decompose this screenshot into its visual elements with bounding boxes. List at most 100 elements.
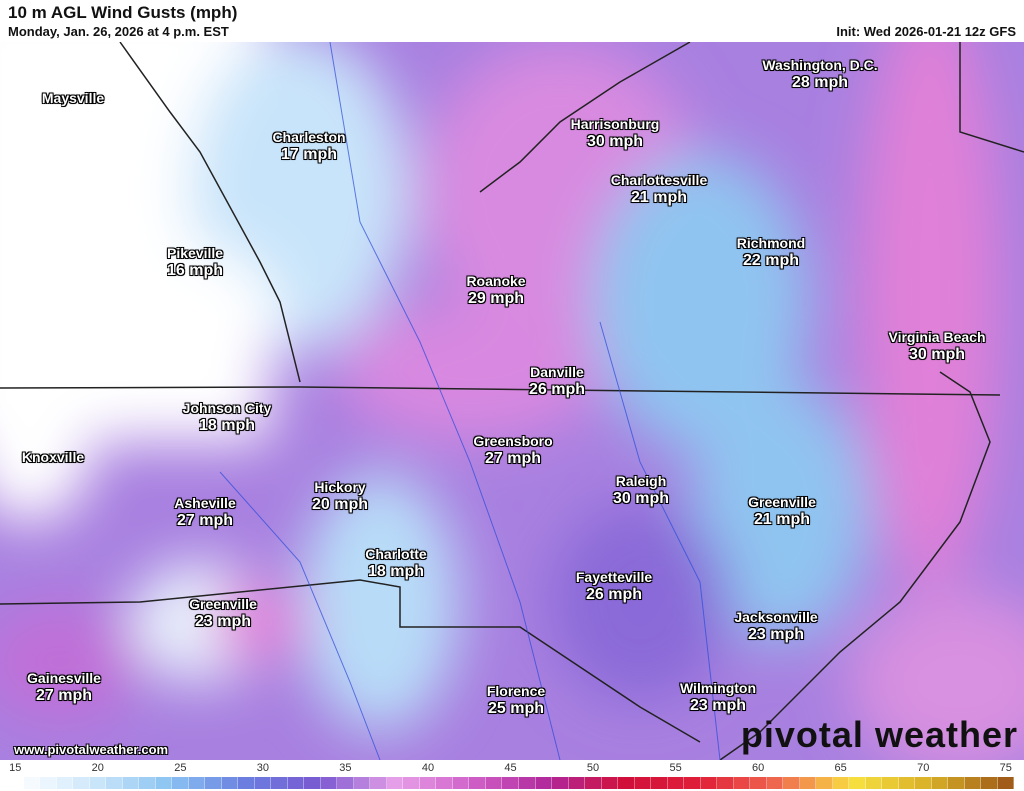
city-gust-value: 27 mph — [35, 687, 92, 704]
colorbar-tick: 50 — [586, 762, 600, 774]
colorbar-cell — [634, 777, 652, 789]
colorbar-cell — [898, 777, 916, 789]
colorbar-cell — [7, 777, 24, 789]
city-label: Charlotte 18 mph — [365, 545, 426, 581]
colorbar-cell — [122, 777, 140, 789]
colorbar-cell — [56, 777, 74, 789]
city-label: Charlottesville 21 mph — [611, 171, 707, 207]
colorbar-cell — [964, 777, 982, 789]
city-name: Fayetteville — [575, 569, 653, 585]
colorbar-tick: 15 — [9, 762, 22, 774]
city-label: Washington, D.C. 28 mph — [762, 56, 877, 92]
city-name: Raleigh — [615, 473, 667, 489]
city-label: Fayetteville 26 mph — [576, 568, 652, 604]
city-name: Pikeville — [166, 245, 224, 261]
city-label: Johnson City 18 mph — [183, 399, 272, 435]
city-gust-value: 30 mph — [612, 490, 670, 507]
colorbar-tick: 45 — [504, 762, 517, 774]
colorbar-cell — [816, 777, 833, 789]
city-gust-value: 30 mph — [908, 346, 966, 363]
colorbar-tick: 30 — [256, 762, 269, 774]
colorbar-cell — [766, 777, 784, 789]
colorbar-cell — [981, 777, 998, 789]
city-name: Roanoke — [466, 273, 526, 289]
city-name: Greenville — [189, 596, 257, 612]
city-label: Greensboro 27 mph — [473, 432, 552, 468]
colorbar-cell — [915, 777, 932, 789]
colorbar-cell — [23, 777, 41, 789]
city-name: Gainesville — [27, 670, 101, 686]
colorbar-tick: 40 — [421, 762, 435, 774]
colorbar-cell — [403, 777, 420, 789]
city-gust-value: 18 mph — [367, 563, 425, 580]
city-name: Wilmington — [679, 680, 757, 696]
city-label: Charleston 17 mph — [272, 128, 345, 164]
colorbar-cell — [469, 777, 486, 789]
colorbar-cell — [419, 777, 437, 789]
city-label: Florence 25 mph — [487, 682, 545, 718]
city-label: Roanoke 29 mph — [466, 272, 525, 308]
colorbar-cell — [370, 777, 387, 789]
city-label: Hickory 20 mph — [312, 478, 368, 514]
colorbar-tick: 65 — [834, 762, 847, 774]
city-name: Knoxville — [21, 449, 85, 465]
city-name: Danville — [530, 364, 584, 380]
wind-gust-map[interactable]: Maysville Charleston 17 mph Pikeville 16 mph… — [0, 42, 1024, 760]
city-gust-value: 29 mph — [467, 290, 524, 307]
colorbar-cell — [552, 777, 569, 789]
colorbar-cell — [502, 777, 519, 789]
colorbar-cell — [89, 777, 107, 789]
colorbar-cell — [337, 777, 354, 789]
colorbar-cell — [485, 777, 503, 789]
colorbar-cell — [667, 777, 685, 789]
colorbar-cell — [783, 777, 800, 789]
colorbar-cell — [601, 777, 619, 789]
colorbar-cell — [618, 777, 635, 789]
colorbar-cell — [40, 777, 57, 789]
colorbar-cell — [271, 777, 288, 789]
colorbar-cell — [651, 777, 668, 789]
city-label: Richmond 22 mph — [737, 234, 805, 270]
colorbar-cell — [849, 777, 866, 789]
colorbar-tick: 20 — [91, 762, 104, 774]
colorbar-cell — [452, 777, 470, 789]
colorbar-cell — [205, 777, 222, 789]
city-gust-value: 30 mph — [586, 133, 643, 150]
city-gust-value: 16 mph — [166, 262, 224, 279]
colorbar-cell — [931, 777, 949, 789]
city-gust-value: 25 mph — [487, 700, 545, 717]
map-title: 10 m AGL Wind Gusts (mph) — [8, 3, 238, 22]
city-label: Gainesville 27 mph — [27, 669, 101, 705]
city-name: Charleston — [272, 129, 346, 145]
city-name: Maysville — [41, 90, 105, 106]
colorbar-cell — [139, 777, 156, 789]
colorbar-cell — [254, 777, 272, 789]
city-name: Jacksonville — [734, 609, 818, 625]
init-time: Init: Wed 2026-01-21 12z GFS — [836, 24, 1016, 39]
city-gust-value: 17 mph — [280, 146, 337, 163]
city-gust-value: 23 mph — [194, 613, 252, 630]
city-label: Harrisonburg 30 mph — [571, 115, 660, 151]
city-name: Washington, D.C. — [762, 57, 878, 73]
colorbar-cell — [221, 777, 239, 789]
colorbar-cell — [287, 777, 305, 789]
city-label: Greenville 23 mph — [189, 595, 257, 631]
colorbar-tick: 35 — [339, 762, 352, 774]
colorbar-tick: 25 — [174, 762, 187, 774]
colorbar-cell — [238, 777, 255, 789]
colorbar-cell — [386, 777, 404, 789]
colorbar-cell — [518, 777, 536, 789]
city-gust-value: 28 mph — [791, 74, 849, 91]
city-name: Harrisonburg — [570, 116, 660, 132]
city-gust-value: 18 mph — [198, 417, 256, 434]
colorbar-cell — [832, 777, 850, 789]
colorbar-tick: 55 — [669, 762, 682, 774]
colorbar-cell — [320, 777, 338, 789]
colorbar-cell — [353, 777, 371, 789]
website-url[interactable]: www.pivotalweather.com — [14, 742, 169, 757]
colorbar-cell — [799, 777, 817, 789]
city-name: Greensboro — [473, 433, 553, 449]
city-name: Charlottesville — [610, 172, 708, 188]
colorbar-cell — [882, 777, 899, 789]
city-name: Asheville — [174, 495, 236, 511]
